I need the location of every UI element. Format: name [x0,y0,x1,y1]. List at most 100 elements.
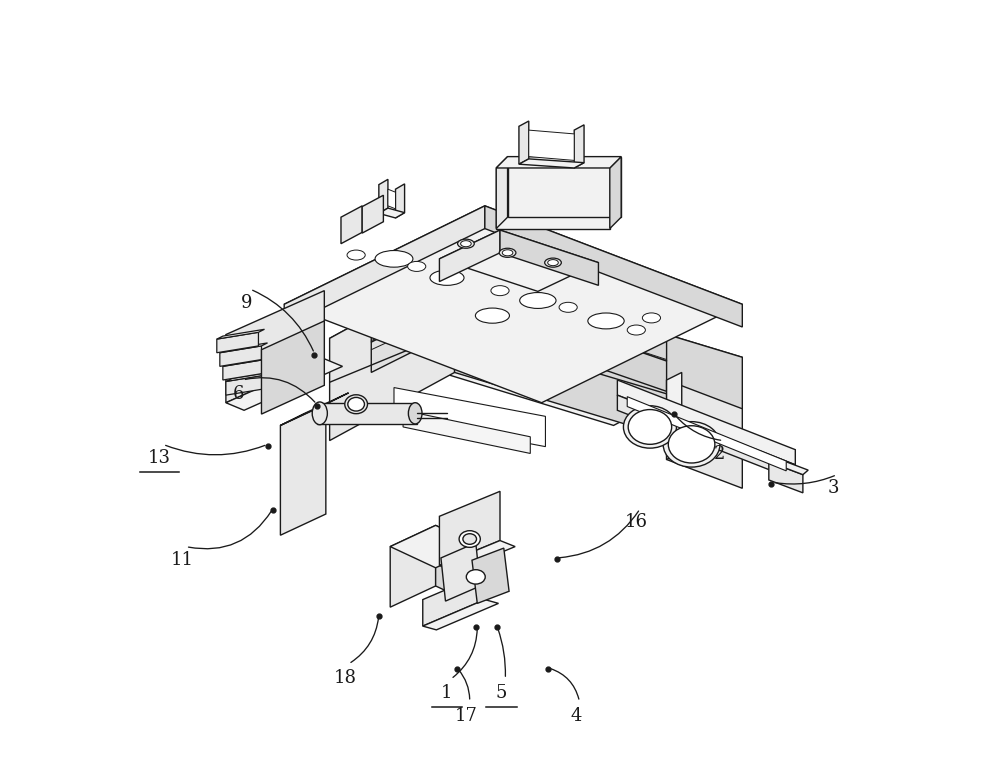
Ellipse shape [588,313,624,329]
Text: 2: 2 [714,445,725,464]
Ellipse shape [375,251,413,268]
Ellipse shape [347,250,365,260]
Text: 9: 9 [241,294,252,312]
Polygon shape [423,600,498,630]
Polygon shape [226,372,274,382]
Ellipse shape [548,260,558,266]
Text: 13: 13 [148,449,171,467]
Polygon shape [496,157,508,229]
Ellipse shape [408,403,422,424]
Polygon shape [439,230,500,281]
Polygon shape [371,263,470,342]
Ellipse shape [408,261,426,271]
Polygon shape [341,206,362,244]
Polygon shape [220,346,261,366]
Polygon shape [317,403,417,424]
Polygon shape [470,293,667,391]
Ellipse shape [345,394,367,413]
Text: 5: 5 [496,684,507,701]
Polygon shape [280,404,326,535]
Ellipse shape [545,258,561,268]
Ellipse shape [520,293,556,309]
Polygon shape [769,458,808,475]
Polygon shape [223,359,265,380]
Polygon shape [617,380,795,465]
Ellipse shape [466,570,485,584]
Polygon shape [617,395,795,480]
Polygon shape [441,543,480,601]
Polygon shape [362,195,383,233]
Polygon shape [217,329,265,339]
Ellipse shape [461,241,471,247]
Polygon shape [470,263,667,361]
Polygon shape [217,332,258,353]
Polygon shape [396,184,405,218]
Polygon shape [330,271,742,426]
Text: 6: 6 [233,385,245,403]
Text: 18: 18 [333,669,356,687]
Polygon shape [394,388,545,447]
Polygon shape [455,271,742,460]
Polygon shape [371,263,667,380]
Polygon shape [223,356,271,366]
Polygon shape [627,397,786,471]
Polygon shape [436,525,481,607]
Polygon shape [496,168,610,229]
Polygon shape [261,321,324,414]
Polygon shape [280,393,349,426]
Text: 17: 17 [454,707,477,724]
Polygon shape [667,380,742,488]
Polygon shape [226,359,342,410]
Ellipse shape [459,530,480,547]
Polygon shape [439,540,515,572]
Ellipse shape [463,534,477,544]
Polygon shape [390,525,436,607]
Polygon shape [284,206,742,403]
Polygon shape [226,375,268,395]
Ellipse shape [668,426,715,463]
Ellipse shape [628,410,672,445]
Polygon shape [220,343,268,353]
Polygon shape [439,491,500,565]
Ellipse shape [458,239,474,249]
Polygon shape [226,290,324,403]
Polygon shape [529,130,574,160]
Polygon shape [610,157,621,229]
Polygon shape [496,157,621,168]
Polygon shape [519,121,529,164]
Ellipse shape [312,402,327,425]
Polygon shape [330,271,455,441]
Polygon shape [508,157,621,217]
Ellipse shape [491,286,509,296]
Ellipse shape [430,271,464,285]
Ellipse shape [663,422,720,467]
Polygon shape [500,230,598,285]
Text: 1: 1 [441,684,453,701]
Polygon shape [371,293,470,372]
Polygon shape [379,208,405,218]
Ellipse shape [642,313,661,323]
Ellipse shape [499,249,516,258]
Polygon shape [284,206,485,327]
Text: 4: 4 [570,707,581,724]
Polygon shape [472,548,509,603]
Text: 3: 3 [827,480,839,497]
Ellipse shape [348,397,364,411]
Polygon shape [485,206,742,327]
Polygon shape [574,125,584,168]
Polygon shape [423,573,485,626]
Ellipse shape [475,308,509,323]
Polygon shape [769,462,803,492]
Ellipse shape [559,302,577,312]
Text: 11: 11 [170,551,193,569]
Polygon shape [403,410,530,454]
Polygon shape [390,525,481,568]
Ellipse shape [623,406,676,448]
Ellipse shape [502,250,513,256]
Polygon shape [667,372,682,460]
Polygon shape [519,159,584,168]
Polygon shape [388,189,396,209]
Polygon shape [379,179,388,214]
Polygon shape [439,230,598,291]
Ellipse shape [627,325,645,335]
